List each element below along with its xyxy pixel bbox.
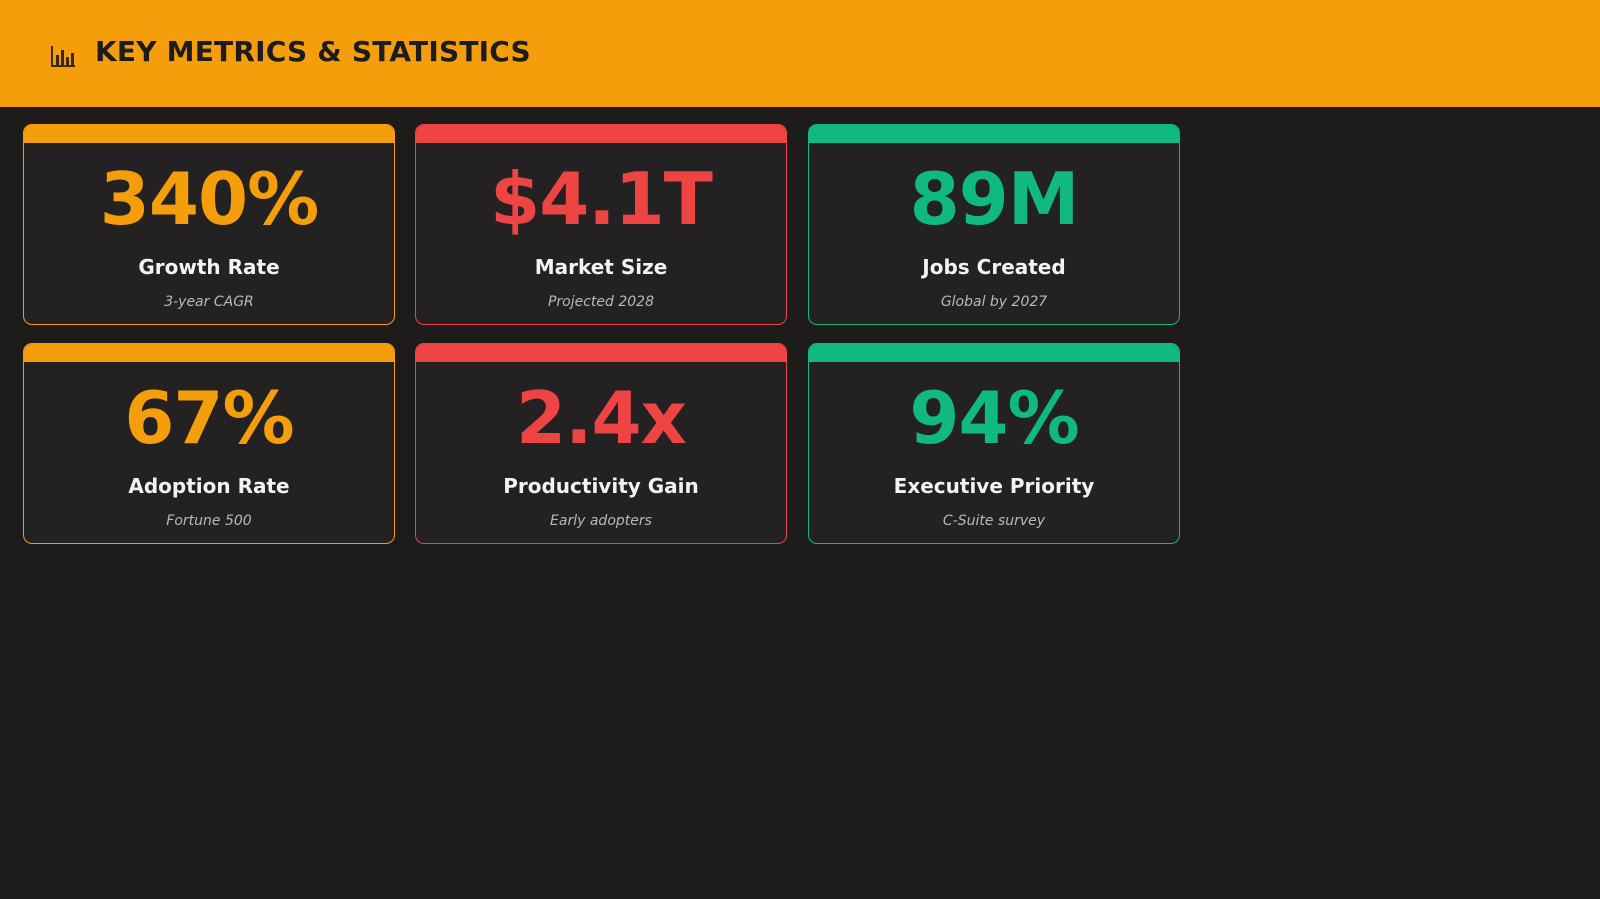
metric-subtitle: 3-year CAGR	[164, 294, 254, 310]
metric-label: Productivity Gain	[503, 474, 699, 498]
metric-card-growth-rate: 340% Growth Rate 3-year CAGR	[23, 124, 395, 325]
metric-value: $4.1T	[490, 157, 713, 241]
metric-subtitle: Projected 2028	[547, 294, 655, 310]
bar-chart-icon	[51, 46, 75, 67]
metric-label: Market Size	[534, 255, 668, 279]
card-accent-bar	[24, 125, 394, 143]
metric-subtitle: Fortune 500	[166, 513, 252, 529]
card-accent-bar	[416, 344, 786, 362]
metric-value: 89M	[909, 157, 1080, 241]
metric-value: 67%	[124, 376, 294, 460]
header-banner: KEY METRICS & STATISTICS	[0, 0, 1600, 107]
metric-label: Executive Priority	[893, 474, 1095, 498]
card-accent-bar	[416, 125, 786, 143]
metric-subtitle: C-Suite survey	[942, 513, 1046, 529]
page-title: KEY METRICS & STATISTICS	[95, 35, 531, 68]
metric-label: Jobs Created	[922, 255, 1066, 279]
metric-card-executive-priority: 94% Executive Priority C-Suite survey	[808, 343, 1180, 544]
metric-card-jobs-created: 89M Jobs Created Global by 2027	[808, 124, 1180, 325]
metric-subtitle: Early adopters	[550, 513, 652, 529]
metric-value: 94%	[909, 376, 1079, 460]
card-accent-bar	[809, 125, 1179, 143]
metric-subtitle: Global by 2027	[940, 294, 1048, 310]
card-accent-bar	[24, 344, 394, 362]
metric-value: 340%	[99, 157, 319, 241]
metric-card-market-size: $4.1T Market Size Projected 2028	[415, 124, 787, 325]
metric-value: 2.4x	[516, 376, 687, 460]
metric-card-adoption-rate: 67% Adoption Rate Fortune 500	[23, 343, 395, 544]
metric-card-productivity-gain: 2.4x Productivity Gain Early adopters	[415, 343, 787, 544]
metric-label: Growth Rate	[138, 255, 280, 279]
card-accent-bar	[809, 344, 1179, 362]
metric-label: Adoption Rate	[128, 474, 290, 498]
